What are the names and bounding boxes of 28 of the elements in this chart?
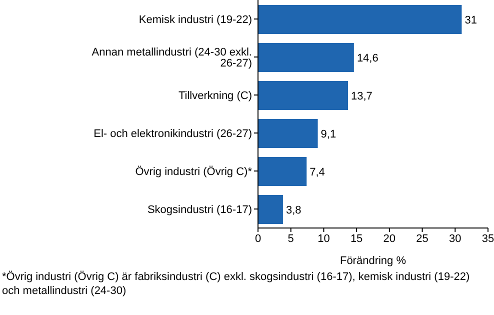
bar xyxy=(258,195,283,224)
y-tick-label: Tillverkning (C) xyxy=(178,90,252,102)
x-axis-title: Förändring % xyxy=(340,255,406,267)
bar xyxy=(258,81,348,110)
text: *Övrig industri (Övrig C) är fabriksindustri (C) exkl. skogsindustri (16-17), kemisk industri (19-22) och metallindustri (24-30) xyxy=(2,270,471,298)
data-label: 7,4 xyxy=(310,166,325,178)
y-tick-label: Övrig industri (Övrig C)* xyxy=(135,164,253,178)
y-tick-label: Kemisk industri (19-22) xyxy=(138,14,252,26)
x-tick-label: 25 xyxy=(416,232,428,245)
data-label: 14,6 xyxy=(356,52,378,64)
bar xyxy=(258,157,307,186)
bar xyxy=(258,119,318,148)
bar xyxy=(258,43,354,72)
x-tick-label: 0 xyxy=(254,232,262,245)
x-tick-label: 35 xyxy=(482,232,494,245)
data-label: 31 xyxy=(464,14,477,26)
y-tick-label: Annan metallindustri (24-30 exkl. 26-27) xyxy=(92,46,252,70)
x-tick-label: 5 xyxy=(288,232,294,245)
y-tick-label: El- och elektronikindustri (26-27) xyxy=(94,128,252,140)
x-tick-label: 30 xyxy=(449,232,462,245)
data-label: 9,1 xyxy=(320,128,336,140)
data-label: 3,8 xyxy=(286,204,302,216)
x-tick-label: 20 xyxy=(383,232,396,245)
y-tick-label: Skogsindustri (16-17) xyxy=(147,204,252,216)
x-tick-label: 15 xyxy=(350,232,363,245)
data-label: 13,7 xyxy=(351,90,372,102)
x-tick-label: 10 xyxy=(318,232,330,245)
bar xyxy=(258,5,462,34)
